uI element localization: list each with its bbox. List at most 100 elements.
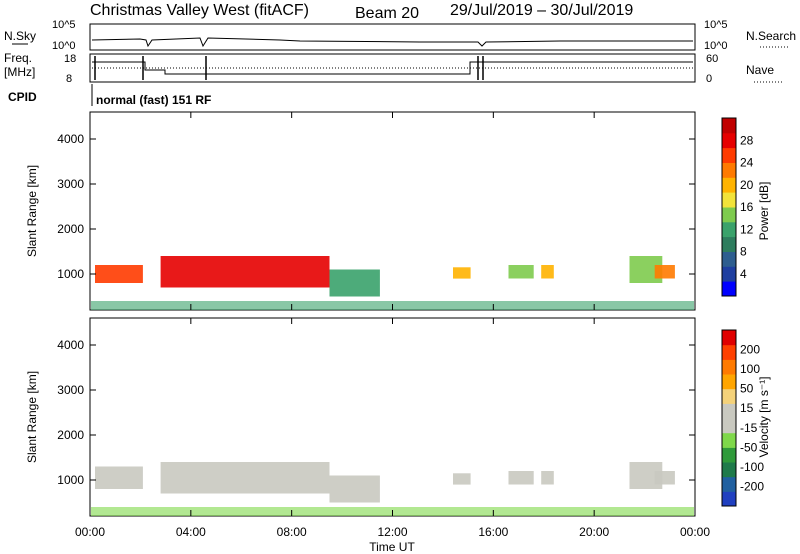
colorbar-swatch (722, 462, 736, 478)
freq-tick-bottom: 8 (66, 73, 72, 85)
colorbar-swatch (722, 192, 736, 208)
colorbar-swatch (722, 177, 736, 193)
colorbar-tick-label: -100 (740, 460, 764, 474)
colorbar-swatch (722, 266, 736, 282)
colorbar-frame (721, 117, 737, 297)
y-tick-label: 1000 (57, 267, 84, 281)
colorbar-swatch (722, 476, 736, 492)
cpid-text: normal (fast) 151 RF (96, 93, 211, 107)
velocity-echo-region (95, 466, 143, 489)
nave-label: Nave (746, 63, 774, 77)
colorbar-swatch (722, 207, 736, 223)
colorbar-swatch (722, 251, 736, 267)
colorbar-swatch (722, 330, 736, 346)
date-range: 29/Jul/2019 – 30/Jul/2019 (450, 2, 633, 19)
colorbar-swatch (722, 344, 736, 360)
colorbar-tick-label: 50 (740, 382, 754, 396)
x-tick-label: 00:00 (680, 525, 710, 539)
colorbar-swatch (722, 147, 736, 163)
colorbar-swatch (722, 418, 736, 434)
y-tick-label: 3000 (57, 383, 84, 397)
power-colorbar-label: Power [dB] (757, 182, 771, 241)
colorbar-swatch (722, 359, 736, 375)
colorbar-tick-label: -200 (740, 479, 764, 493)
colorbar-tick-label: 24 (740, 156, 754, 170)
colorbar-swatch (722, 388, 736, 404)
nsearch-tick-bottom: 10^0 (704, 40, 728, 52)
colorbar-swatch (722, 221, 736, 238)
power-ylabel: Slant Range [km] (25, 165, 39, 257)
freq-tick-top: 18 (64, 53, 76, 65)
x-tick-label: 08:00 (277, 525, 307, 539)
colorbar-tick-label: 16 (740, 200, 754, 214)
x-tick-label: 00:00 (75, 525, 105, 539)
velocity-colorbar: 200 100 50 15 -15 -50 -100 -200 (721, 329, 764, 507)
nave-tick-bottom: 0 (706, 73, 712, 85)
y-tick-label: 1000 (57, 473, 84, 487)
colorbar-tick-label: 20 (740, 178, 754, 192)
velocity-echo-region (508, 471, 534, 485)
nave-tick-top: 60 (706, 53, 718, 65)
colorbar-tick-label: -15 (740, 421, 758, 435)
power-panel: 4000 3000 2000 1000 (57, 111, 696, 311)
nsky-label: N.Sky (4, 29, 36, 43)
sounding-gaps (94, 56, 484, 80)
colorbar-swatch (722, 162, 736, 178)
power-echo-region (329, 269, 380, 297)
colorbar-swatch (722, 236, 736, 252)
colorbar-tick-label: 15 (740, 401, 754, 415)
velocity-ylabel: Slant Range [km] (25, 371, 39, 463)
x-tick-label: 20:00 (579, 525, 609, 539)
x-axis-label: Time UT (369, 540, 415, 554)
velocity-colorbar-label: Velocity [m s⁻¹] (757, 376, 771, 457)
colorbar-tick-label: 4 (740, 267, 747, 281)
nsearch-label: N.Search (746, 29, 796, 43)
power-yticks: 4000 3000 2000 1000 (57, 132, 695, 281)
y-tick-label: 4000 (57, 338, 84, 352)
freq-strip-frame (89, 53, 696, 83)
colorbar-tick-label: 8 (740, 245, 747, 259)
power-colorbar: 28 24 20 16 12 8 4 (721, 117, 754, 297)
y-tick-label: 2000 (57, 222, 84, 236)
nsky-strip-frame (89, 23, 696, 51)
colorbar-tick-label: -50 (740, 440, 758, 454)
power-echo-region (160, 256, 330, 288)
colorbar-tick-label: 100 (740, 362, 760, 376)
freq-unit: [MHz] (4, 65, 35, 79)
x-tick-label: 12:00 (377, 525, 407, 539)
colorbar-frame (721, 329, 737, 507)
power-echo-region (508, 265, 534, 279)
x-tick-label: 16:00 (478, 525, 508, 539)
freq-trace (92, 61, 693, 75)
colorbar-swatch (722, 403, 736, 419)
colorbar-swatch (722, 491, 736, 507)
nsearch-tick-top: 10^5 (704, 19, 728, 31)
velocity-echo-region (541, 471, 554, 485)
colorbar-tick-label: 12 (740, 222, 754, 236)
x-axis: 00:00 04:00 08:00 12:00 16:00 20:00 00:00 (75, 112, 710, 539)
freq-label: Freq. (4, 51, 32, 65)
nsky-tick-bottom: 10^0 (52, 40, 76, 52)
x-tick-label: 04:00 (176, 525, 206, 539)
y-tick-label: 3000 (57, 177, 84, 191)
colorbar-tick-label: 200 (740, 343, 760, 357)
y-tick-label: 4000 (57, 132, 84, 146)
nsky-trace (91, 37, 693, 48)
velocity-echo-region (654, 471, 675, 485)
colorbar-swatch (722, 132, 736, 149)
velocity-echo-region (160, 462, 330, 494)
power-echo-region (453, 267, 471, 279)
velocity-panel: 4000 3000 2000 1000 (57, 317, 696, 517)
colorbar-swatch (722, 118, 736, 134)
colorbar-swatch (722, 281, 736, 297)
y-tick-label: 2000 (57, 428, 84, 442)
power-echo-region (541, 265, 554, 279)
velocity-echo-region (329, 475, 380, 503)
beam-label: Beam 20 (355, 5, 419, 22)
velocity-echo-region (453, 473, 471, 485)
power-echo-region (654, 265, 675, 279)
colorbar-swatch (722, 447, 736, 463)
power-echo-region (95, 265, 143, 283)
colorbar-tick-label: 28 (740, 133, 754, 147)
